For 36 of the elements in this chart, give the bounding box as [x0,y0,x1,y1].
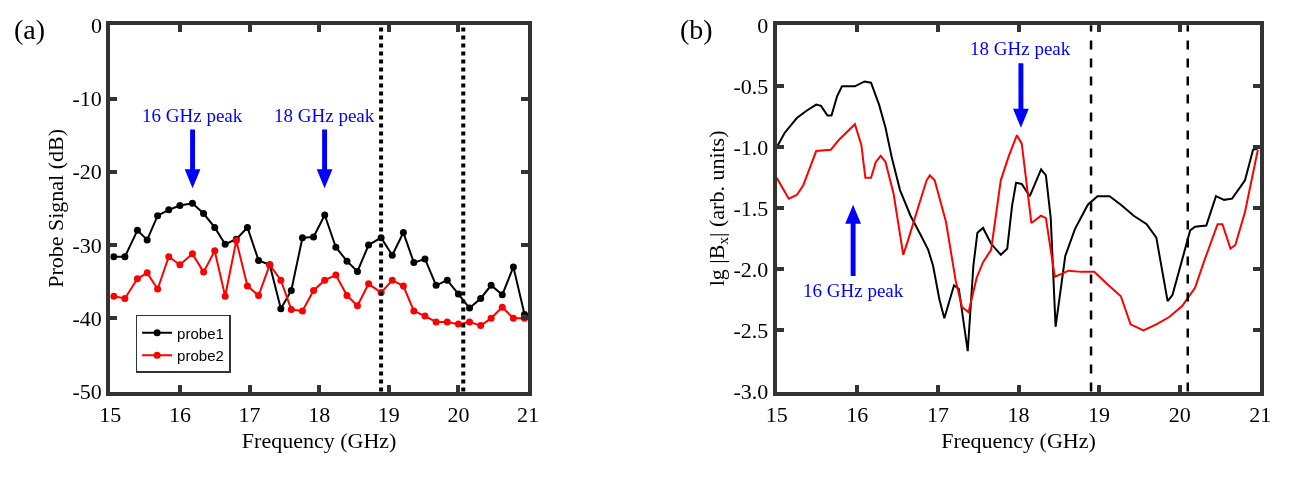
annotation: 16 GHz peak [142,105,243,126]
x-tick-label: 18 [308,401,331,427]
annotation: 18 GHz peak [970,38,1071,59]
y-tick-label: -1.5 [733,196,769,222]
x-tick-label: 18 [1007,401,1030,427]
y-tick-label: -20 [72,159,102,185]
x-tick-label: 20 [1168,401,1191,427]
y-tick-label: -2.5 [733,318,769,344]
y-tick-label: 0 [90,12,102,38]
x-tick-label: 17 [238,401,261,427]
y-tick-label: -30 [72,232,102,258]
y-tick-label: -0.5 [733,74,769,100]
text: (a) [14,14,46,45]
x-tick-label: 19 [1088,401,1111,427]
x-tick-label: 21 [1249,401,1272,427]
legend-label: probe1 [177,324,224,342]
x-axis-title: Frequency (GHz) [241,428,397,454]
y-tick-label: -40 [72,305,102,331]
x-tick-label: 16 [846,401,869,427]
x-tick-label: 20 [447,401,470,427]
x-tick-label: 16 [168,401,191,427]
annotation: 18 GHz peak [274,105,375,126]
x-axis-title: Frequency (GHz) [941,428,1096,454]
y-axis-title: Probe Signal (dB) [42,128,68,288]
y-tick-label: -2.0 [733,257,769,283]
annotation: 16 GHz peak [803,280,904,301]
y-tick-label: -1.0 [733,135,769,161]
y-tick-label: -50 [72,379,102,405]
legend-label: probe2 [177,347,224,365]
x-tick-label: 17 [926,401,949,427]
y-tick-label: 0 [757,12,769,38]
x-tick-label: 19 [377,401,400,427]
text: (b) [680,14,713,45]
x-tick-label: 15 [99,401,122,427]
y-tick-label: -10 [72,86,102,112]
x-tick-label: 21 [517,401,540,427]
